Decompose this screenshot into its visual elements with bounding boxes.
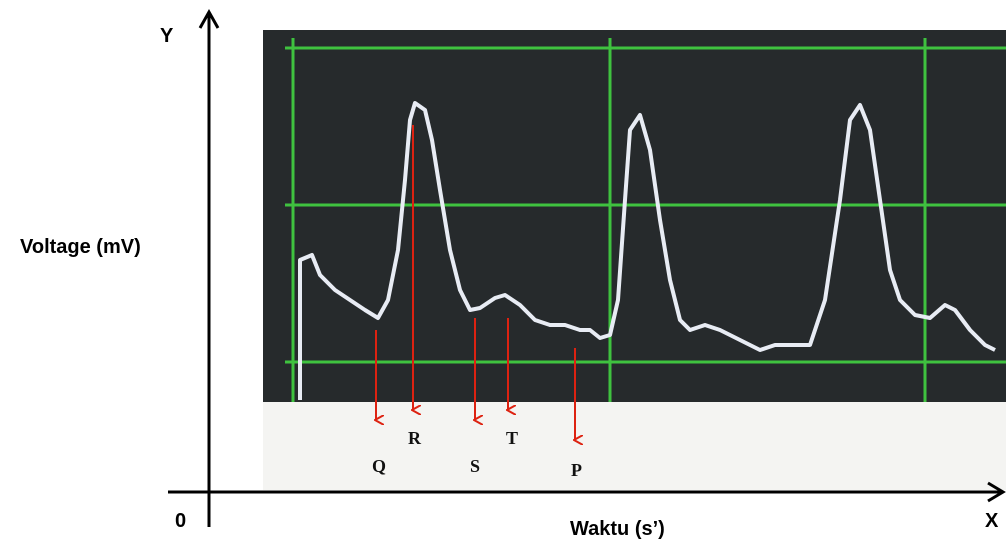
y-axis-label: Y	[160, 25, 174, 47]
screen-bottom	[263, 402, 1006, 490]
diagram: Q R S T P Y Voltage (mV) 0 X Waktu (s’)	[0, 0, 1006, 549]
annotation-label: T	[506, 428, 518, 448]
page: Q R S T P Y Voltage (mV) 0 X Waktu (s’) …	[0, 0, 1006, 549]
x-axis-label: X	[985, 510, 999, 532]
scope-screen	[263, 30, 1006, 402]
origin-label: 0	[175, 510, 186, 532]
annotation-label: P	[571, 460, 582, 480]
x-axis-title: Waktu (s’)	[570, 518, 665, 540]
annotation-label: R	[408, 428, 422, 448]
annotation-label: Q	[372, 456, 386, 476]
y-axis-title: Voltage (mV)	[20, 236, 141, 258]
annotation-label: S	[470, 456, 480, 476]
